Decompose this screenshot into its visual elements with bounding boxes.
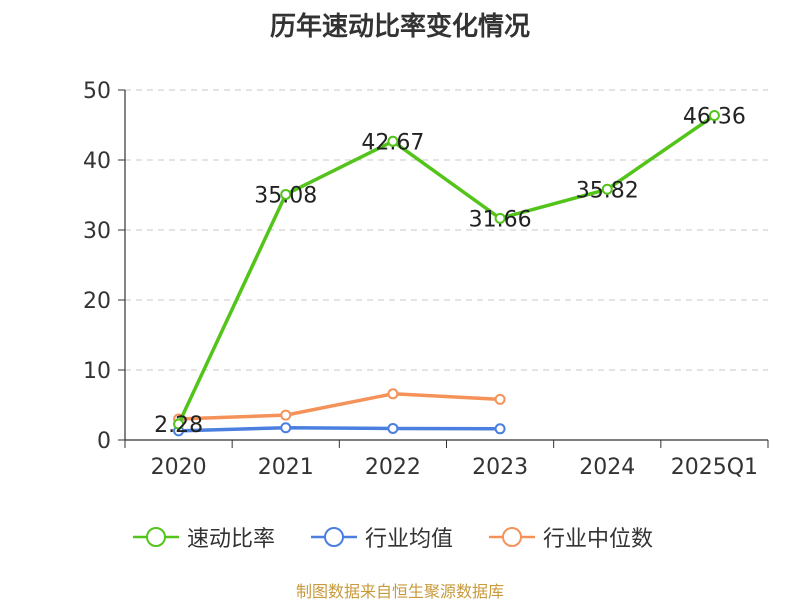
y-tick-label: 50: [83, 79, 111, 104]
data-point-marker: [494, 212, 506, 224]
x-tick-label: 2021: [258, 455, 314, 480]
series-line-2: [178, 392, 501, 421]
legend-label-quick-ratio: 速动比率: [187, 527, 276, 552]
legend-item-industry-median[interactable]: 行业中位数: [489, 522, 653, 552]
x-tick-label: 2022: [365, 455, 421, 480]
legend-marker-industry-mean: [311, 527, 357, 547]
data-point-marker: [708, 109, 720, 121]
legend-item-quick-ratio[interactable]: 速动比率: [133, 522, 275, 552]
legend-label-industry-mean: 行业均值: [365, 527, 454, 552]
data-point-marker: [387, 388, 399, 400]
data-point-marker: [387, 135, 399, 147]
y-tick-label: 20: [83, 289, 111, 314]
legend-marker-quick-ratio: [133, 527, 179, 547]
x-tick-label: 2023: [472, 455, 528, 480]
data-point-marker: [280, 422, 292, 434]
chart-legend: 速动比率 行业均值 行业中位数: [0, 522, 800, 552]
data-point-marker: [387, 422, 399, 434]
x-tick-label: 2024: [579, 455, 635, 480]
data-label: 35.82: [576, 178, 639, 203]
data-label: 31.66: [469, 207, 532, 232]
x-tick-label: 2020: [151, 455, 207, 480]
data-source-note: 制图数据来自恒生聚源数据库: [295, 582, 504, 601]
series-line-0: [176, 114, 716, 425]
data-label: 42.67: [361, 130, 424, 155]
data-point-marker: [280, 188, 292, 200]
y-tick-label: 10: [83, 359, 111, 384]
data-point-marker: [280, 409, 292, 421]
legend-marker-industry-median: [489, 527, 535, 547]
data-point-marker: [601, 183, 613, 195]
chart-title: 历年速动比率变化情况: [269, 12, 530, 42]
y-tick-label: 30: [83, 219, 111, 244]
x-tick-label: 2025Q1: [671, 455, 758, 480]
data-point-marker: [173, 418, 185, 430]
data-label: 46.36: [683, 104, 746, 129]
data-label: 35.08: [254, 183, 317, 208]
data-label: 2.28: [154, 413, 203, 438]
legend-label-industry-median: 行业中位数: [543, 527, 654, 552]
data-point-marker: [494, 393, 506, 405]
legend-item-industry-mean[interactable]: 行业均值: [311, 522, 453, 552]
data-point-marker: [494, 423, 506, 435]
y-tick-label: 0: [97, 429, 111, 454]
y-tick-label: 40: [83, 149, 111, 174]
series-line-1: [178, 426, 501, 433]
